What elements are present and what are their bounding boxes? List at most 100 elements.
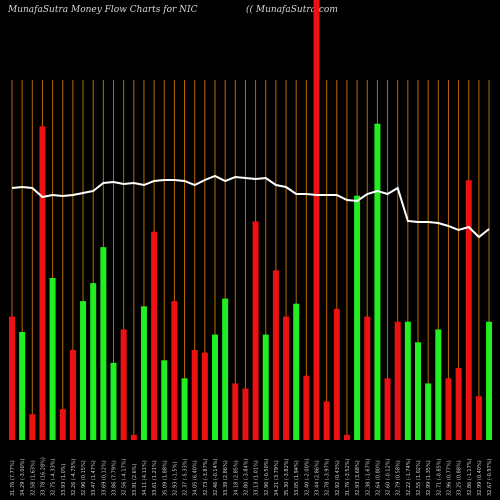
x-tick-label: 33.86 (7.79%) [112, 460, 118, 496]
money-flow-bar [435, 329, 442, 440]
x-tick-label: 33.05 (1.94%) [294, 460, 300, 496]
x-tick-label: 32.99 (0.40%) [477, 460, 483, 496]
x-tick-label: 32.38 (-1.67%) [365, 458, 371, 496]
x-tick-label: 34.29 (-3.00%) [20, 458, 26, 496]
x-tick-label: 32.93 (-1.5%) [172, 462, 178, 496]
money-flow-bar [313, 0, 320, 440]
x-tick-label: 33.25 (0.88%) [457, 460, 463, 496]
x-tick-label: 33.93 (1.0%) [61, 463, 67, 496]
x-tick-label: 33.44 (2.86%) [315, 460, 321, 496]
x-tick-label: 33.69 (0.12%) [101, 460, 107, 496]
x-tick-label: 34.11 (4.11%) [142, 460, 148, 496]
money-flow-bar [90, 283, 97, 440]
money-flow-bar [445, 378, 452, 440]
x-tick-label: 32.58 (1.63%) [30, 460, 36, 496]
x-tick-label: 33.91 (2.6%) [132, 463, 138, 496]
money-flow-bar [303, 375, 310, 440]
x-tick-label: 32.93 (3.68%) [355, 460, 361, 496]
x-tick-label: 32.96 (0.15%) [81, 460, 87, 496]
money-flow-bar [283, 316, 290, 440]
money-flow-bar [130, 434, 137, 440]
money-flow-bar [354, 195, 361, 440]
x-tick-label: 32.40 (-2.00%) [304, 458, 310, 496]
x-tick-label: 33.13 (1.01%) [254, 460, 260, 496]
x-tick-label: 32.86 (-1.17%) [467, 458, 473, 496]
x-tick-label: 32.67 (-0.97%) [487, 458, 493, 496]
x-tick-label: 32.75 (-4.33%) [51, 458, 57, 496]
money-flow-bar [293, 303, 300, 440]
x-tick-label: 31.76 (-3.52%) [345, 458, 351, 496]
money-flow-bar [384, 378, 391, 440]
money-flow-bar [110, 362, 117, 440]
money-flow-bar [262, 334, 269, 440]
money-flow-bar [475, 396, 482, 440]
x-tick-label: 34.18 (2.85%) [233, 460, 239, 496]
x-tick-label: 32.46 (-0.14%) [213, 458, 219, 496]
x-tick-label: 32.71 (-0.85%) [436, 458, 442, 496]
money-flow-bar [59, 409, 66, 440]
x-tick-label: 32.60 (-0.12%) [386, 458, 392, 496]
x-tick-label: 33.39 (2.86%) [223, 460, 229, 496]
x-tick-label: 34.21 (3.79%) [274, 460, 280, 496]
x-tick-label: 35.30 (-3.82%) [284, 458, 290, 496]
money-flow-bar [100, 247, 107, 440]
money-flow-bar [171, 301, 178, 440]
money-flow-bar [465, 180, 472, 441]
money-flow-bar [486, 321, 493, 440]
money-flow-bar [181, 378, 188, 440]
x-tick-label: 33.61 (1.21%) [152, 460, 158, 496]
money-flow-bar [394, 321, 401, 440]
money-flow-bar [161, 360, 168, 440]
x-tick-label: 33.78 (16.28%) [40, 457, 46, 496]
x-tick-label: 32.64 (0.80%) [375, 460, 381, 496]
money-flow-bar [242, 388, 249, 440]
money-flow-bar [323, 401, 330, 440]
x-tick-label: 32.99 (1.35%) [426, 460, 432, 496]
x-tick-label: 32.96 (-0.50%) [264, 458, 270, 496]
price-line [11, 174, 490, 239]
x-tick-label: 34.05 (6.40%) [193, 460, 199, 496]
x-tick-label: 32.22 (-1.74%) [406, 458, 412, 496]
money-flow-bar [364, 316, 371, 440]
money-flow-bar [49, 278, 56, 440]
money-flow-bar [201, 352, 208, 440]
x-tick-label: 32.80 (-3.84%) [243, 458, 249, 496]
chart-title: MunafaSutra Money Flow Charts for NIC [8, 5, 198, 15]
money-flow-bar [415, 342, 421, 440]
chart-site-label: (( MunafaSutra.com [246, 5, 338, 15]
money-flow-bar [222, 298, 229, 440]
money-flow-bar [151, 231, 158, 440]
money-flow-bar [343, 434, 350, 440]
money-flow-bar [252, 221, 259, 440]
money-flow-bar [212, 334, 218, 440]
x-tick-label: 32.96 (0.77%) [446, 460, 452, 496]
money-flow-bar [39, 126, 46, 441]
money-flow-bar [404, 321, 411, 440]
money-flow-bar [455, 368, 462, 440]
x-tick-label: 32.79 (0.58%) [396, 460, 402, 496]
x-tick-label: 32.73 (-3.87%) [203, 458, 209, 496]
money-flow-bar [19, 332, 26, 440]
money-flow-bar [69, 350, 76, 440]
money-flow-bar [80, 301, 87, 440]
x-tick-label: 32.92 (0.43%) [335, 460, 341, 496]
money-flow-bar [333, 308, 340, 440]
x-tick-label: 32.55 (1.02%) [416, 460, 422, 496]
x-tick-label: 33.47 (1.47%) [91, 460, 97, 496]
x-tick-label: 32.37 (-5.33%) [183, 458, 189, 496]
money-flow-bar [374, 123, 381, 440]
money-flow-bar [272, 270, 279, 440]
x-tick-label: 32.56 (-4.17%) [122, 458, 128, 496]
money-flow-bar [425, 383, 432, 440]
x-tick-label: 35.09 (1.88%) [162, 460, 168, 496]
money-flow-bar [9, 316, 15, 440]
money-flow-bar [29, 414, 36, 440]
x-tick-label: 31.76 (7.77%) [10, 460, 16, 496]
money-flow-bar [232, 383, 239, 440]
x-tick-label: 32.26 (-4.75%) [71, 458, 77, 496]
money-flow-bar [120, 329, 127, 440]
money-flow-bar [191, 350, 198, 440]
x-tick-label: 32.78 (-3.97%) [325, 458, 331, 496]
